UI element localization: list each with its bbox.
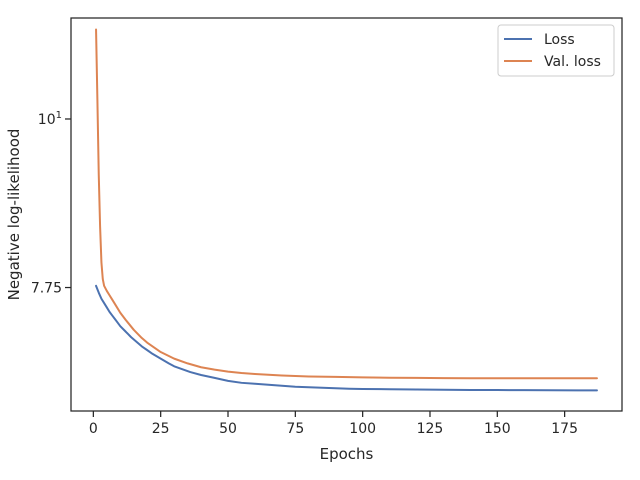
x-tick-label: 0 <box>89 421 98 437</box>
x-tick-label: 125 <box>417 421 444 437</box>
y-axis-label: Negative log-likelihood <box>5 129 23 301</box>
legend-label: Loss <box>544 32 575 48</box>
y-tick-label: 7.75 <box>31 281 62 297</box>
series-line-loss <box>95 284 598 392</box>
legend: Loss Val. loss <box>497 24 615 77</box>
x-tick-label: 75 <box>286 421 304 437</box>
plot-background <box>71 18 622 411</box>
series-layer <box>95 28 598 392</box>
x-tick-label: 50 <box>219 421 237 437</box>
y-tick-label: 101 <box>38 110 62 128</box>
x-tick-label: 150 <box>484 421 511 437</box>
x-tick-label: 175 <box>551 421 578 437</box>
x-axis-ticks: 0 25 50 75 100 125 150 175 <box>89 411 578 437</box>
plot-frame <box>70 17 623 412</box>
series-line-val-loss <box>95 28 598 380</box>
x-tick-label: 100 <box>349 421 376 437</box>
y-axis-ticks: 7.75 101 <box>31 110 71 297</box>
legend-box <box>497 24 615 77</box>
x-tick-label: 25 <box>152 421 170 437</box>
legend-label: Val. loss <box>544 54 601 70</box>
x-axis-label: Epochs <box>320 445 374 463</box>
